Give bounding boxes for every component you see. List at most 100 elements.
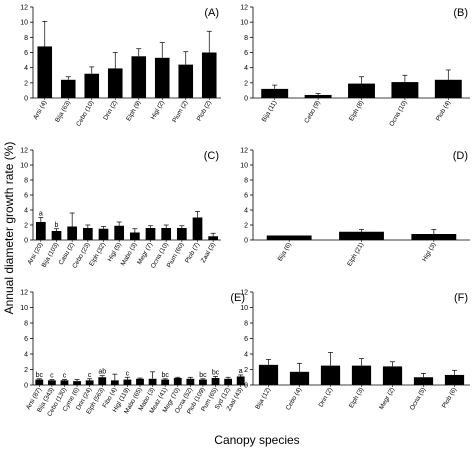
category-label: Zaal (3): [200, 242, 217, 265]
category-label: Higl (3): [421, 242, 437, 263]
y-tick-label: 8: [24, 178, 28, 185]
significance-label: bc: [199, 372, 207, 379]
bar: [67, 226, 78, 240]
bar: [289, 371, 310, 385]
bar: [266, 235, 312, 240]
significance-label: a: [239, 368, 243, 375]
category-label: Ocna (10): [388, 100, 408, 128]
y-tick-label: 4: [244, 65, 248, 72]
category-label: Higl (5): [107, 242, 123, 263]
category-label: Megr (2): [378, 387, 396, 411]
y-tick-label: 10: [20, 305, 28, 312]
category-label: Elph (9): [125, 100, 142, 123]
bar: [129, 232, 140, 240]
category-label: Cebo (10): [75, 100, 95, 128]
bar: [37, 46, 53, 98]
bar: [82, 228, 93, 240]
y-tick-label: 10: [240, 20, 248, 27]
y-tick-label: 6: [244, 193, 248, 200]
category-label: Arsi (4): [32, 100, 48, 121]
y-tick-label: 4: [24, 208, 28, 215]
y-tick-label: 8: [24, 35, 28, 42]
y-tick-label: 2: [24, 80, 28, 87]
bar: [236, 376, 245, 385]
bar: [107, 68, 123, 98]
bar: [382, 366, 403, 385]
category-label: Plob (6): [441, 387, 458, 410]
y-tick-label: 6: [244, 50, 248, 57]
y-tick-label: 2: [244, 223, 248, 230]
bar: [98, 377, 107, 385]
y-tick-label: 4: [24, 65, 28, 72]
bar: [35, 379, 44, 385]
category-label: Bija (6): [277, 242, 293, 263]
y-tick-label: 2: [24, 367, 28, 374]
bar: [60, 79, 76, 98]
bar: [351, 365, 372, 385]
bar: [201, 52, 217, 98]
y-tick-label: 6: [24, 50, 28, 57]
y-tick-label: 8: [244, 35, 248, 42]
category-label: Elph (8): [348, 100, 365, 123]
bar: [148, 378, 157, 385]
y-tick-label: 0: [244, 383, 248, 390]
y-tick-label: 8: [24, 321, 28, 328]
significance-label: bc: [212, 369, 220, 376]
bar: [110, 380, 119, 385]
bar: [444, 374, 465, 385]
category-label: Plob (4): [435, 100, 452, 123]
bar: [85, 380, 94, 385]
bar: [51, 231, 62, 240]
panel-5: 0 2 4 6 8 10 12 (F) Bija (12) Cebo (4) Drin (2) Elp…: [240, 290, 470, 412]
bar: [131, 56, 147, 98]
category-label: Drin (2): [318, 387, 335, 409]
bar: [35, 222, 46, 240]
bar: [339, 231, 384, 240]
bar: [47, 380, 56, 385]
bar: [348, 83, 375, 98]
bar: [199, 379, 207, 385]
category-label: Cebo (9): [303, 100, 321, 125]
bar: [161, 379, 170, 385]
bar: [136, 378, 144, 385]
panel-label: (A): [204, 7, 219, 19]
bar: [434, 79, 462, 98]
category-label: Pium (2): [171, 100, 189, 124]
y-tick-label: 4: [244, 208, 248, 215]
panel-label: (F): [454, 292, 468, 304]
y-tick-label: 6: [24, 193, 28, 200]
significance-label: b: [55, 222, 59, 229]
panel-0: 0 2 4 6 8 10 12 (A) Arsi (4) Bija (63) Cebo (10) Dr…: [20, 5, 221, 128]
bar: [145, 228, 156, 240]
bar: [413, 377, 434, 385]
significance-label: ab: [98, 369, 106, 376]
significance-label: c: [126, 370, 130, 377]
panel-label: (C): [204, 150, 219, 162]
bar: [211, 378, 220, 385]
bar: [60, 380, 69, 385]
y-tick-label: 12: [240, 290, 248, 297]
category-label: Higl (2): [150, 100, 166, 121]
significance-label: c: [88, 372, 92, 379]
bar: [258, 364, 279, 385]
bar: [224, 378, 233, 385]
bar: [173, 378, 182, 385]
y-tick-label: 12: [240, 148, 248, 155]
category-label: Bija (63): [54, 100, 72, 124]
y-tick-label: 0: [244, 238, 248, 245]
category-label: Elph (21): [346, 242, 365, 268]
category-label: Elph (3): [348, 387, 365, 410]
y-tick-label: 6: [24, 336, 28, 343]
significance-label: c: [50, 373, 54, 380]
y-tick-label: 10: [20, 20, 28, 27]
bar: [261, 88, 289, 98]
bar: [176, 228, 187, 240]
y-tick-label: 2: [244, 367, 248, 374]
y-tick-label: 0: [24, 383, 28, 390]
bar: [84, 73, 100, 98]
y-tick-label: 8: [244, 321, 248, 328]
bar: [178, 64, 194, 98]
